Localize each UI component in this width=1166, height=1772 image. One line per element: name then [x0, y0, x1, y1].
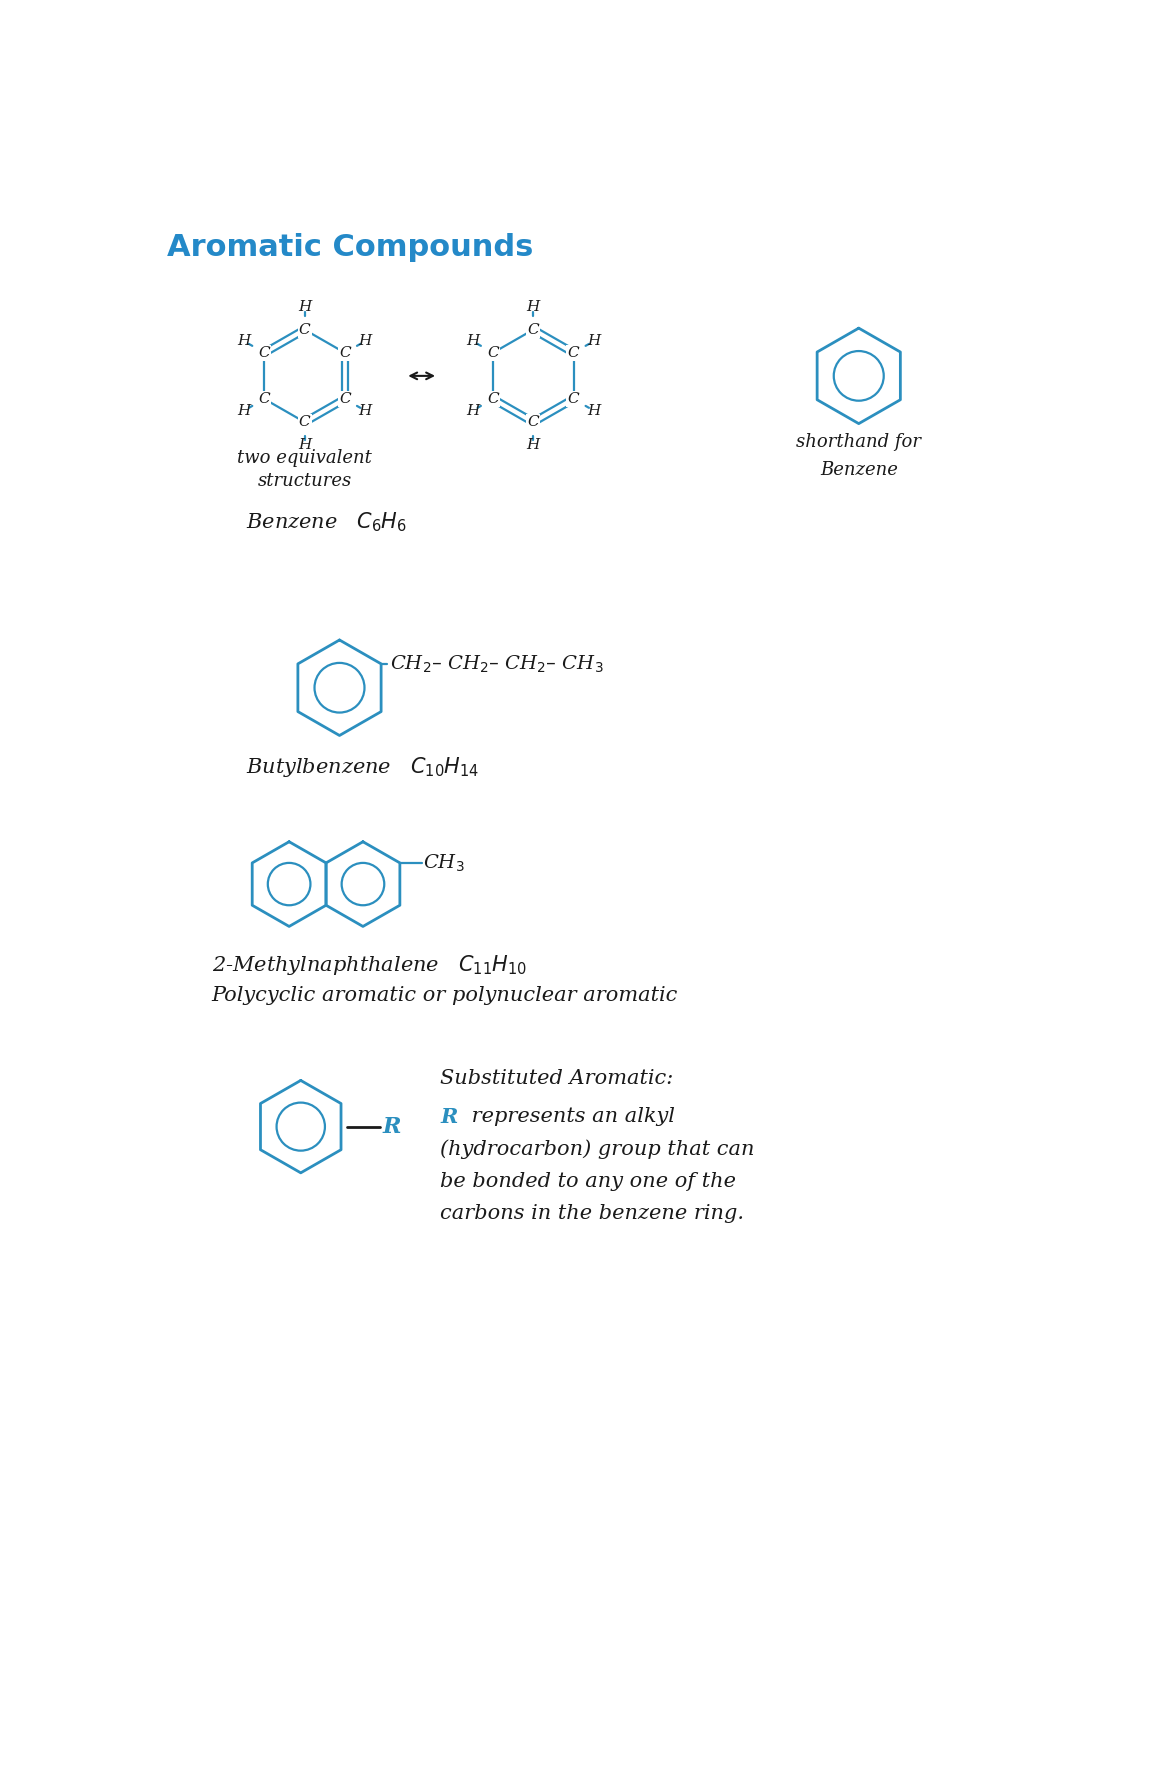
- Text: H: H: [358, 335, 372, 349]
- Text: be bonded to any one of the: be bonded to any one of the: [441, 1171, 736, 1191]
- Text: R: R: [382, 1116, 401, 1138]
- Text: H: H: [298, 299, 311, 314]
- Text: structures: structures: [258, 471, 352, 491]
- Text: C: C: [259, 392, 271, 406]
- Text: Aromatic Compounds: Aromatic Compounds: [168, 234, 534, 262]
- Text: C: C: [298, 415, 310, 429]
- Text: H: H: [298, 438, 311, 452]
- Text: Benzene   $C_6H_6$: Benzene $C_6H_6$: [246, 510, 408, 533]
- Text: R: R: [441, 1108, 457, 1127]
- Text: Substituted Aromatic:: Substituted Aromatic:: [441, 1069, 674, 1088]
- Text: C: C: [339, 346, 351, 360]
- Text: H: H: [466, 404, 479, 418]
- Text: C: C: [487, 392, 499, 406]
- Text: C: C: [568, 392, 580, 406]
- Text: C: C: [298, 323, 310, 337]
- Text: H: H: [358, 404, 372, 418]
- Text: represents an alkyl: represents an alkyl: [465, 1108, 675, 1127]
- Text: H: H: [586, 335, 600, 349]
- Text: C: C: [259, 346, 271, 360]
- Text: Benzene: Benzene: [820, 461, 898, 478]
- Text: CH$_3$: CH$_3$: [423, 852, 465, 874]
- Text: two equivalent: two equivalent: [237, 448, 372, 468]
- Text: H: H: [238, 335, 251, 349]
- Text: C: C: [568, 346, 580, 360]
- Text: H: H: [527, 299, 540, 314]
- Text: H: H: [586, 404, 600, 418]
- Text: (hydrocarbon) group that can: (hydrocarbon) group that can: [441, 1139, 754, 1159]
- Text: CH$_2$– CH$_2$– CH$_2$– CH$_3$: CH$_2$– CH$_2$– CH$_2$– CH$_3$: [391, 654, 604, 675]
- Text: carbons in the benzene ring.: carbons in the benzene ring.: [441, 1205, 744, 1223]
- Text: shorthand for: shorthand for: [796, 432, 921, 450]
- Text: H: H: [238, 404, 251, 418]
- Text: C: C: [527, 415, 539, 429]
- Text: Butylbenzene   $C_{10}H_{14}$: Butylbenzene $C_{10}H_{14}$: [246, 755, 480, 778]
- Text: C: C: [339, 392, 351, 406]
- Text: C: C: [487, 346, 499, 360]
- Text: C: C: [527, 323, 539, 337]
- Text: H: H: [466, 335, 479, 349]
- Text: H: H: [527, 438, 540, 452]
- Text: 2-Methylnaphthalene   $C_{11}H_{10}$: 2-Methylnaphthalene $C_{11}H_{10}$: [211, 953, 527, 978]
- Text: Polycyclic aromatic or polynuclear aromatic: Polycyclic aromatic or polynuclear aroma…: [211, 985, 677, 1005]
